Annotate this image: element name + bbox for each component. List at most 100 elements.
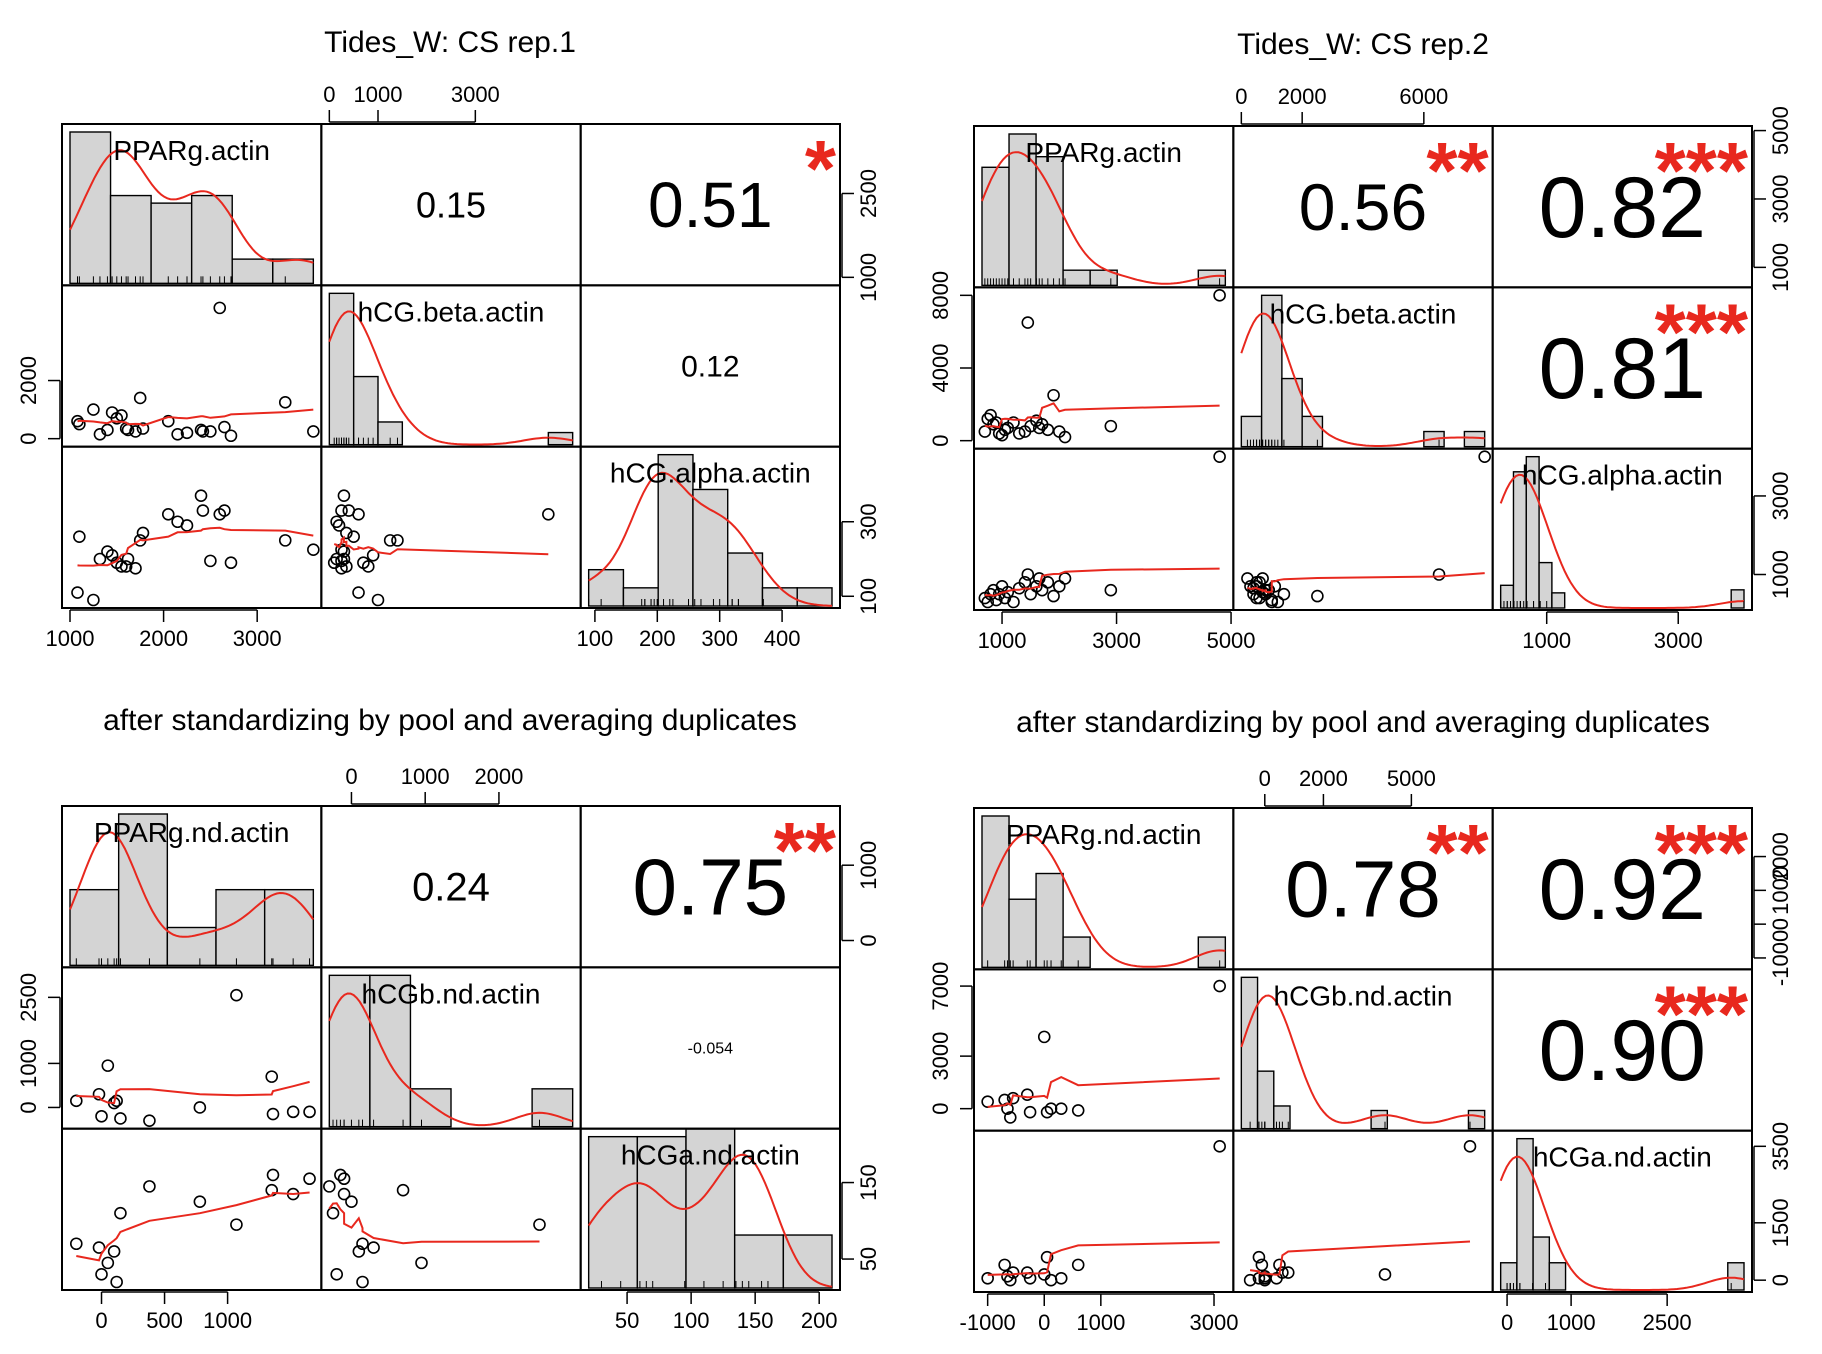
- data-point: [95, 1109, 108, 1123]
- histogram-bar: [1197, 269, 1227, 287]
- histogram-bar: [69, 888, 120, 967]
- tick-label: 2500: [1643, 1310, 1692, 1335]
- data-point: [218, 420, 231, 434]
- data-point: [303, 1105, 316, 1119]
- data-point: [1058, 572, 1072, 585]
- significance-stars: **: [774, 806, 837, 895]
- tick-label: 1000: [1076, 1310, 1125, 1335]
- histogram-bar: [796, 587, 833, 607]
- data-point: [1213, 450, 1226, 463]
- data-point: [196, 425, 210, 438]
- data-point: [1006, 1091, 1020, 1105]
- data-point: [129, 562, 142, 575]
- histogram-bar: [1062, 269, 1091, 287]
- smooth-line: [77, 408, 314, 427]
- data-point: [1021, 316, 1035, 329]
- data-point: [352, 586, 365, 599]
- data-point: [352, 1245, 366, 1258]
- histogram-bar: [369, 974, 412, 1128]
- data-point: [266, 1107, 280, 1121]
- data-point: [396, 1183, 410, 1197]
- data-point: [1104, 583, 1118, 597]
- data-point: [114, 1206, 127, 1220]
- matrix-cell-frame: [1491, 1129, 1753, 1293]
- data-point: [1021, 568, 1035, 581]
- data-point: [327, 556, 341, 570]
- variable-label: hCG.alpha.actin: [1522, 460, 1723, 491]
- tick-label: 0: [95, 1308, 107, 1333]
- smooth-line: [984, 402, 1220, 429]
- data-point: [180, 519, 194, 532]
- density-line: [1240, 312, 1485, 447]
- correlation-value: -0.054: [688, 1041, 733, 1058]
- tick-label: 100: [856, 578, 881, 615]
- density-line: [588, 471, 833, 607]
- data-point: [323, 1180, 336, 1193]
- tick-label: 2000: [16, 356, 41, 405]
- variable-label: hCG.beta.actin: [358, 296, 545, 327]
- matrix-cell-frame: [1232, 1129, 1494, 1293]
- data-point: [110, 1094, 123, 1108]
- tick-label: 3000: [1190, 1310, 1239, 1335]
- histogram-bar: [1532, 1236, 1551, 1291]
- tick-label: 1000: [203, 1308, 252, 1333]
- data-point: [371, 593, 385, 607]
- tick-label: -1000: [1768, 930, 1793, 986]
- matrix-cell-frame: [579, 445, 842, 609]
- density-line: [69, 831, 315, 938]
- tick-label: 0: [1038, 1310, 1050, 1335]
- data-point: [278, 396, 292, 409]
- data-point: [337, 545, 351, 558]
- histogram-bar: [1008, 898, 1037, 969]
- tick-label: 5000: [1768, 106, 1793, 155]
- correlation-value: 0.90: [1539, 1003, 1706, 1099]
- data-point: [1023, 1105, 1037, 1119]
- data-point: [342, 504, 356, 517]
- data-point: [998, 1258, 1011, 1272]
- histogram-bar: [1062, 936, 1091, 969]
- tick-label: 5000: [1387, 766, 1436, 791]
- smooth-line: [76, 1191, 310, 1262]
- data-point: [1241, 572, 1254, 585]
- data-point: [136, 526, 150, 540]
- density-line: [587, 1153, 833, 1288]
- data-point: [345, 1195, 358, 1208]
- variable-label: hCGa.nd.actin: [1533, 1142, 1712, 1173]
- data-point: [1037, 1030, 1051, 1044]
- tick-label: 2500: [856, 169, 881, 218]
- data-point: [230, 988, 243, 1002]
- histogram-bar: [109, 194, 152, 285]
- variable-label: PPARg.actin: [1025, 137, 1182, 168]
- tick-label: 0: [856, 934, 881, 946]
- data-point: [95, 1268, 108, 1281]
- tick-label: 3000: [233, 626, 282, 651]
- tick-label: 0: [1259, 766, 1271, 791]
- data-point: [70, 1237, 83, 1251]
- data-point: [981, 1271, 994, 1285]
- data-point: [1378, 1268, 1392, 1281]
- data-point: [121, 552, 135, 566]
- histogram-bar: [377, 421, 404, 446]
- data-point: [1277, 587, 1291, 601]
- histogram-bar: [981, 166, 1010, 287]
- data-point: [204, 425, 217, 438]
- data-point: [347, 530, 360, 543]
- data-point: [1255, 1258, 1269, 1272]
- correlation-value: 0.24: [412, 866, 490, 910]
- significance-stars: **: [1426, 126, 1489, 215]
- histogram-bar: [1256, 1070, 1275, 1130]
- data-point: [1006, 1266, 1020, 1279]
- tick-label: 2500: [16, 973, 41, 1022]
- correlation-value: 0.81: [1539, 321, 1706, 417]
- data-point: [87, 403, 100, 416]
- data-point: [218, 504, 231, 517]
- tick-label: 5000: [1207, 628, 1256, 653]
- variable-label: PPARg.nd.actin: [1006, 819, 1202, 850]
- variable-label: hCG.beta.actin: [1270, 298, 1457, 329]
- tick-label: 4000: [928, 344, 953, 393]
- tick-label: 1000: [1522, 628, 1571, 653]
- tick-label: 1000: [1547, 1310, 1596, 1335]
- tick-label: 1000: [856, 841, 881, 890]
- tick-label: 1000: [401, 764, 450, 789]
